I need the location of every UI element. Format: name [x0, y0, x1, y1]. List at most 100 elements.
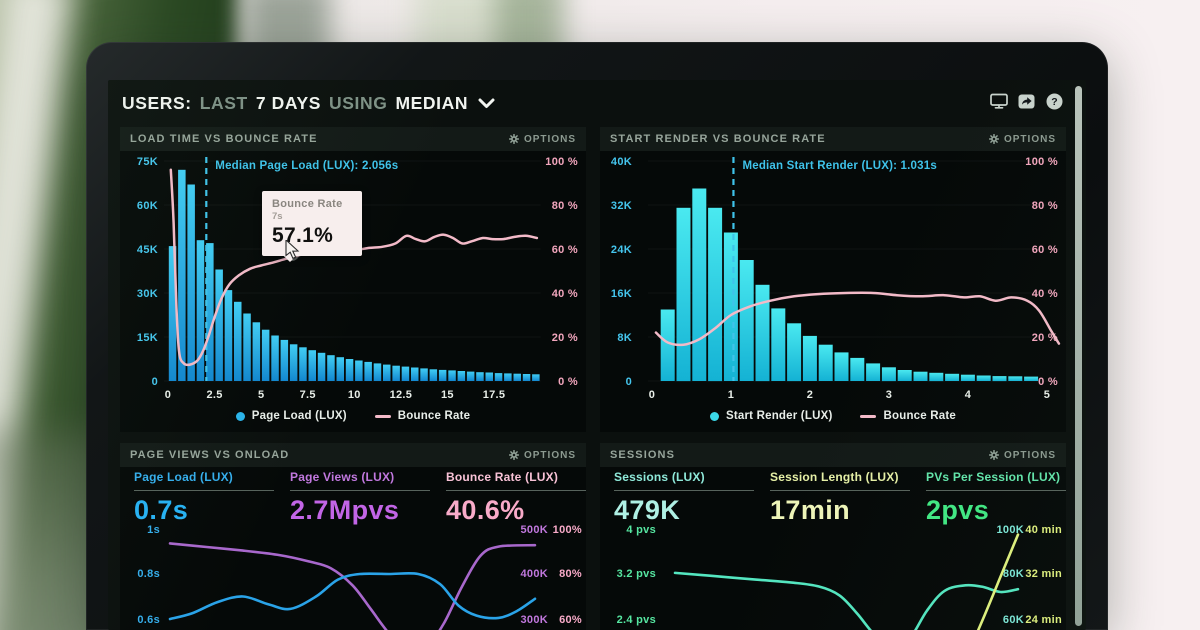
- svg-text:60%: 60%: [559, 614, 582, 626]
- svg-text:0 %: 0 %: [558, 376, 578, 388]
- metric-label: Sessions (LUX): [614, 470, 754, 491]
- gear-icon: [508, 450, 519, 460]
- svg-text:4 pvs: 4 pvs: [626, 524, 656, 536]
- legend-item[interactable]: Start Render (LUX): [710, 410, 832, 422]
- options-label: OPTIONS: [523, 449, 576, 461]
- display-icon[interactable]: [990, 93, 1008, 110]
- help-icon[interactable]: ?: [1046, 93, 1064, 110]
- svg-text:17.5: 17.5: [483, 389, 506, 401]
- legend-item[interactable]: Page Load (LUX): [235, 410, 347, 422]
- dashboard-header: USERS: LAST 7 DAYS USING MEDIAN ?: [108, 80, 1086, 124]
- gear-icon: [508, 134, 519, 144]
- svg-text:4: 4: [965, 389, 972, 401]
- panel-header: START RENDER VS BOUNCE RATE OPTIONS: [600, 127, 1066, 151]
- chart-legend: Page Load (LUX) Bounce Rate: [120, 404, 586, 428]
- metric-value: 2pvs: [926, 495, 990, 525]
- header-segment: LAST: [199, 92, 248, 113]
- tooltip-title: Bounce Rate: [272, 198, 343, 210]
- svg-text:80 %: 80 %: [552, 200, 578, 212]
- svg-text:40K: 40K: [611, 156, 632, 168]
- chart-sessions[interactable]: 4 pvs 100K 40 min 3.2 pvs 80K 32 min 2.4 pvs 60…: [600, 519, 1066, 630]
- svg-text:0: 0: [649, 389, 655, 401]
- legend-item[interactable]: Bounce Rate: [374, 410, 471, 422]
- tooltip-value: 57.1%: [272, 224, 334, 247]
- share-icon[interactable]: [1018, 93, 1036, 110]
- svg-text:20 %: 20 %: [552, 332, 578, 344]
- tooltip-x-label: 7s: [272, 211, 283, 222]
- header-segment: USERS:: [122, 92, 192, 113]
- legend-item[interactable]: Bounce Rate: [860, 410, 956, 422]
- svg-text:15K: 15K: [137, 332, 158, 344]
- laptop-screen: USERS: LAST 7 DAYS USING MEDIAN ?: [108, 80, 1086, 630]
- svg-text:300K: 300K: [521, 614, 549, 626]
- panel-header: SESSIONS OPTIONS: [600, 443, 1066, 467]
- metric-label: Page Load (LUX): [134, 470, 274, 491]
- legend-label: Start Render (LUX): [726, 410, 833, 422]
- svg-text:60 %: 60 %: [1032, 244, 1058, 256]
- options-button[interactable]: OPTIONS: [988, 134, 1056, 145]
- chart-start-render-histogram[interactable]: 40K 100 % 32K 80 % 24K 60 % 16K 40 % 8K 20 % 0 0 % 0…: [600, 151, 1066, 403]
- legend-label: Page Load (LUX): [251, 410, 347, 422]
- svg-text:15: 15: [441, 389, 454, 401]
- svg-text:2.4 pvs: 2.4 pvs: [617, 614, 656, 626]
- panel-header: PAGE VIEWS VS ONLOAD OPTIONS: [120, 443, 586, 467]
- svg-text:24 min: 24 min: [1025, 614, 1062, 626]
- svg-text:Median Page Load (LUX): 2.056s: Median Page Load (LUX): 2.056s: [215, 160, 398, 172]
- svg-text:100%: 100%: [553, 524, 582, 536]
- metric-sessions: Sessions (LUX) 479K: [614, 470, 754, 526]
- svg-text:0: 0: [165, 389, 171, 401]
- legend-line-marker: [374, 414, 391, 418]
- svg-text:75K: 75K: [137, 156, 158, 168]
- svg-text:12.5: 12.5: [390, 389, 413, 401]
- options-button[interactable]: OPTIONS: [508, 134, 576, 145]
- panel-page-views-vs-onload: PAGE VIEWS VS ONLOAD OPTIONS Page Load (…: [120, 443, 586, 630]
- metric-value: 40.6%: [446, 495, 525, 525]
- svg-text:80 %: 80 %: [1032, 200, 1058, 212]
- legend-label: Bounce Rate: [883, 410, 956, 422]
- svg-text:60 %: 60 %: [552, 244, 578, 256]
- legend-label: Bounce Rate: [397, 410, 471, 422]
- svg-text:0 %: 0 %: [1038, 376, 1058, 388]
- metric-page-views: Page Views (LUX) 2.7Mpvs: [290, 470, 430, 526]
- gear-icon: [988, 134, 999, 144]
- metric-label: PVs Per Session (LUX): [926, 470, 1066, 491]
- metric-label: Page Views (LUX): [290, 470, 430, 491]
- metric-pvs-per-session: PVs Per Session (LUX) 2pvs: [926, 470, 1066, 526]
- svg-text:60K: 60K: [137, 200, 158, 212]
- legend-dot-marker: [710, 411, 719, 421]
- svg-text:500K: 500K: [521, 524, 549, 536]
- mouse-cursor-icon: [285, 238, 300, 265]
- options-button[interactable]: OPTIONS: [508, 449, 576, 461]
- options-label: OPTIONS: [1003, 449, 1056, 461]
- svg-text:5: 5: [1044, 389, 1050, 401]
- chart-page-views-vs-onload[interactable]: 1s 500K 100% 0.8s 400K 80% 0.6s 300K 60%: [120, 519, 586, 630]
- svg-text:Median Start Render (LUX): 1.0: Median Start Render (LUX): 1.031s: [742, 160, 936, 172]
- panel-title: LOAD TIME VS BOUNCE RATE: [130, 133, 318, 145]
- svg-text:5: 5: [258, 389, 264, 401]
- chart-legend: Start Render (LUX) Bounce Rate: [600, 404, 1066, 428]
- gear-icon: [988, 450, 999, 460]
- svg-text:0: 0: [626, 376, 632, 388]
- scrollbar[interactable]: [1075, 86, 1082, 626]
- header-segment: MEDIAN: [395, 92, 469, 113]
- svg-text:?: ?: [1051, 96, 1057, 108]
- panel-title: SESSIONS: [610, 449, 676, 461]
- svg-text:2: 2: [807, 389, 813, 401]
- svg-text:24K: 24K: [611, 244, 632, 256]
- options-button[interactable]: OPTIONS: [988, 449, 1056, 461]
- metric-page-load: Page Load (LUX) 0.7s: [134, 470, 274, 526]
- panel-header: LOAD TIME VS BOUNCE RATE OPTIONS: [120, 127, 586, 151]
- panel-title: START RENDER VS BOUNCE RATE: [610, 133, 826, 145]
- panel-sessions: SESSIONS OPTIONS Sessions (LUX) 479K Ses…: [600, 443, 1066, 630]
- header-filter-dropdown[interactable]: USERS: LAST 7 DAYS USING MEDIAN: [122, 90, 495, 116]
- svg-text:80K: 80K: [1003, 568, 1024, 580]
- panel-title: PAGE VIEWS VS ONLOAD: [130, 449, 290, 461]
- svg-text:32K: 32K: [611, 200, 632, 212]
- svg-text:0: 0: [152, 376, 158, 388]
- panel-start-render-vs-bounce-rate: START RENDER VS BOUNCE RATE OPTIONS 40K 1…: [600, 127, 1066, 432]
- chart-load-time-histogram[interactable]: 75K 100 % 60K 80 % 45K 60 % 30K 40 % 15K 20 % 0 0 %…: [120, 151, 586, 403]
- metric-value: 17min: [770, 495, 851, 525]
- svg-text:40 min: 40 min: [1025, 524, 1062, 536]
- svg-text:1s: 1s: [147, 524, 160, 536]
- svg-text:400K: 400K: [521, 568, 549, 580]
